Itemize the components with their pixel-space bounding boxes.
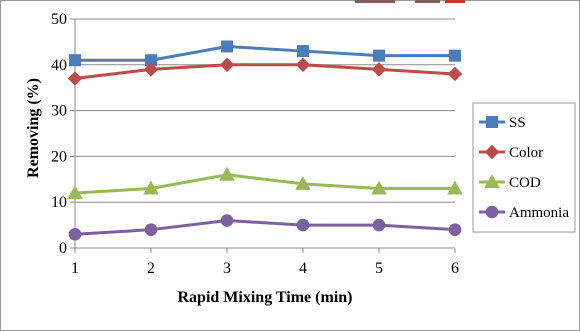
data-point-cod (295, 176, 311, 190)
series-group (67, 40, 463, 241)
series-ss (69, 40, 461, 67)
y-tick-label: 50 (51, 11, 67, 28)
data-point-ss (221, 40, 233, 53)
x-tick-labels: 1 2 3 4 5 6 (71, 260, 459, 277)
x-tick-label: 2 (147, 260, 155, 277)
cropped-header-fragment (295, 0, 580, 6)
legend-marker-color (484, 144, 500, 160)
y-tick-label: 10 (51, 194, 67, 211)
gridlines (75, 18, 455, 203)
x-axis-title: Rapid Mixing Time (min) (178, 289, 353, 306)
data-point-color (219, 57, 235, 72)
y-tick-label: 0 (59, 240, 67, 257)
x-tick-label: 6 (451, 260, 459, 277)
data-point-ss (145, 54, 157, 67)
series-line-color (74, 63, 456, 81)
axes (70, 18, 456, 253)
series-cod (67, 166, 463, 200)
data-point-color (67, 71, 83, 86)
data-point-cod (447, 180, 463, 195)
legend-label-ss: SS (509, 115, 526, 131)
series-line-cod (74, 173, 455, 195)
series-line-ss (75, 44, 455, 62)
data-point-color (447, 66, 463, 82)
legend-marker-ss (486, 116, 498, 128)
data-point-color (371, 62, 387, 77)
data-point-ammonia (68, 227, 82, 241)
legend-label-color: Color (509, 145, 543, 161)
legend-marker-cod (484, 174, 500, 188)
legend-label-ammonia: Ammonia (509, 205, 569, 221)
data-point-cod (371, 180, 387, 195)
data-point-cod (143, 180, 159, 195)
series-color (67, 57, 463, 86)
data-point-ss (449, 49, 461, 62)
data-point-color (295, 57, 311, 72)
legend-label-cod: COD (509, 175, 541, 191)
data-point-cod (219, 166, 235, 181)
legend: SS Color COD Ammonia (472, 102, 576, 233)
x-tick-label: 4 (299, 260, 307, 277)
legend-marker-ammonia (485, 205, 499, 219)
y-tick-label: 30 (51, 103, 67, 120)
x-tick-label: 3 (223, 260, 231, 277)
y-tick-labels: 0 10 20 30 40 50 (51, 11, 67, 257)
data-point-ss (69, 54, 81, 67)
y-axis-title: Removing (%) (25, 78, 42, 178)
data-point-ss (373, 49, 385, 62)
x-tick-label: 5 (375, 260, 383, 277)
data-point-cod (67, 185, 83, 200)
y-tick-label: 20 (51, 148, 67, 165)
data-point-ammonia (448, 223, 462, 236)
data-point-ammonia (144, 223, 158, 236)
cropped-header-text-fragment (355, 0, 465, 3)
data-point-ammonia (372, 218, 386, 232)
data-point-ammonia (296, 218, 310, 232)
data-point-ss (297, 45, 309, 58)
data-point-ammonia (220, 214, 234, 227)
data-point-color (143, 62, 159, 77)
x-tick-label: 1 (71, 260, 79, 277)
y-tick-label: 40 (51, 57, 67, 74)
series-line-ammonia (74, 219, 456, 236)
series-ammonia (68, 214, 462, 241)
